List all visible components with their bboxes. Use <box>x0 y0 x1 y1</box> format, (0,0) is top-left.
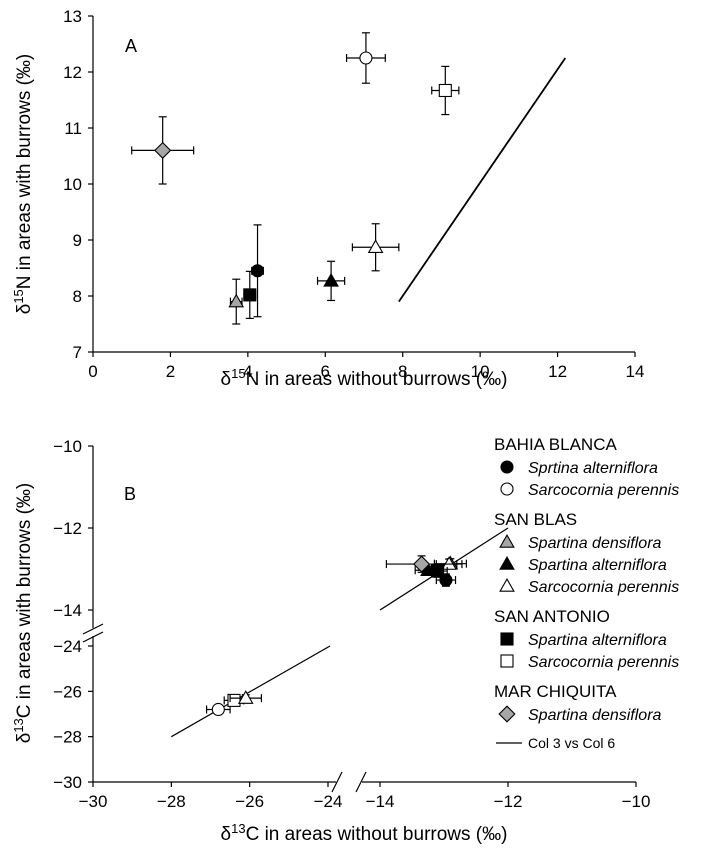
x-tick-label-a: 6 <box>321 362 330 381</box>
point-a-sb_alt <box>323 272 339 287</box>
y-tick-label-a: 11 <box>64 119 82 138</box>
y-axis-label-b-text: C in areas with burrows (‰) <box>14 483 35 718</box>
legend-marker-sa_sarc <box>500 654 514 668</box>
y-tick-label-b: −10 <box>53 437 82 456</box>
legend-item-label: Sarcocornia perennis <box>528 482 679 499</box>
regression-line-a <box>398 57 567 303</box>
panel-label-b: B <box>124 484 136 504</box>
point-b-sa_alt <box>431 564 445 578</box>
y-tick-label-a: 7 <box>73 343 82 362</box>
x-tick-label-b: −26 <box>235 792 264 811</box>
y-tick-label-a: 10 <box>63 175 82 194</box>
x-tick-label-b: −10 <box>622 792 651 811</box>
legend-line-label: Col 3 vs Col 6 <box>528 735 615 751</box>
panel-b: −30 −28 −26 −24 −14 −12 −10 −30 −28 −26 −24 −14 −12 −… <box>11 437 650 845</box>
x-axis-label-b-delta: δ <box>221 824 232 845</box>
point-a-sa_sarc <box>438 83 452 98</box>
point-a-mc_dens <box>154 141 172 159</box>
point-b-sb_sarc <box>237 690 254 704</box>
point-b-bb_sarc <box>211 702 225 717</box>
point-a-sb_dens <box>228 293 245 308</box>
y-tick-label-a: 13 <box>63 7 82 26</box>
y-axis-label-b-sup: 13 <box>11 718 26 732</box>
legend-item-label: Spartina alterniflora <box>528 557 667 574</box>
legend-marker-bb_sarc <box>500 482 514 496</box>
legend-item-label: Sarcocornia perennis <box>528 654 679 671</box>
x-axis-label-a-text: N in areas without burrows (‰) <box>246 369 508 390</box>
x-tick-label-a: 14 <box>626 362 645 381</box>
y-axis-break-mark <box>82 631 104 643</box>
legend-group-title: SAN ANTONIO <box>494 607 610 626</box>
legend-marker-sa_alt <box>500 632 514 646</box>
x-axis-label-a: δ15N in areas without burrows (‰) <box>221 366 508 390</box>
y-axis-label-b-delta: δ <box>14 733 35 744</box>
y-tick-label-b: −30 <box>53 773 82 792</box>
y-tick-label-a: 8 <box>73 287 82 306</box>
legend-item-label: Sarcocornia perennis <box>528 579 679 596</box>
y-tick-label-b: −24 <box>53 637 82 656</box>
x-tick-label-b: −28 <box>157 792 186 811</box>
y-tick-label-a: 12 <box>63 63 82 82</box>
y-tick-label-b: −26 <box>53 682 82 701</box>
legend-item-label: Spartina densiflora <box>528 707 662 724</box>
point-a-sa_alt <box>243 288 257 302</box>
x-tick-label-b: −30 <box>79 792 108 811</box>
x-tick-label-a: 12 <box>548 362 567 381</box>
y-axis-label-a-delta: δ <box>14 304 35 315</box>
x-tick-label-a: 0 <box>88 362 97 381</box>
x-axis-label-a-delta: δ <box>221 369 232 390</box>
legend-group-title: MAR CHIQUITA <box>494 682 617 701</box>
x-tick-label-b: −14 <box>366 792 395 811</box>
x-tick-label-b: −24 <box>314 792 343 811</box>
x-axis-label-b-sup: 13 <box>231 821 245 836</box>
legend-marker-sb_dens <box>499 533 515 548</box>
legend-item-label: Spartina densiflora <box>528 535 662 552</box>
legend: BAHIA BLANCA Sprtina alterniflora Sarcocor… <box>494 435 679 751</box>
y-axis-label-a-text: N in areas with burrows (‰) <box>14 54 35 289</box>
point-b-sb_sarc <box>441 556 457 570</box>
x-tick-label-b: −12 <box>494 792 523 811</box>
legend-item-label: Spartina alterniflora <box>528 632 667 649</box>
y-axis-break-mark <box>82 623 104 635</box>
x-axis-label-a-sup: 15 <box>231 366 245 381</box>
panel-label-a: A <box>125 36 137 56</box>
x-tick-label-a: 8 <box>398 362 407 381</box>
legend-marker-mc_dens <box>498 705 516 723</box>
x-tick-label-a: 2 <box>166 362 175 381</box>
legend-marker-sb_alt <box>499 555 515 570</box>
y-axis-label-b: δ13C in areas with burrows (‰) <box>11 483 35 744</box>
x-axis-break-mark <box>355 771 367 793</box>
point-a-sb_sarc <box>367 239 384 254</box>
y-axis-label-a: δ15N in areas with burrows (‰) <box>11 54 35 315</box>
y-tick-label-b: −14 <box>53 601 82 620</box>
y-tick-label-a: 9 <box>73 231 82 250</box>
x-tick-label-a: 10 <box>471 362 490 381</box>
point-a-bb_sarc <box>359 51 373 65</box>
y-axis-label-a-sup: 15 <box>11 289 26 303</box>
legend-group-title: BAHIA BLANCA <box>494 435 617 454</box>
legend-marker-sb_sarc <box>499 577 515 592</box>
legend-marker-bb_salt <box>500 460 514 474</box>
y-tick-label-b: −12 <box>53 519 82 538</box>
legend-group-title: SAN BLAS <box>494 510 577 529</box>
legend-item-label: Sprtina alterniflora <box>528 460 658 477</box>
regression-line-b-lower <box>171 645 331 738</box>
x-axis-label-b: δ13C in areas without burrows (‰) <box>221 821 508 845</box>
x-axis-label-b-text: C in areas without burrows (‰) <box>246 824 508 845</box>
point-b-mc_dens <box>413 555 431 573</box>
y-tick-label-b: −28 <box>53 728 82 747</box>
x-axis-break-mark <box>331 771 343 793</box>
x-tick-label-a: 4 <box>243 362 252 381</box>
